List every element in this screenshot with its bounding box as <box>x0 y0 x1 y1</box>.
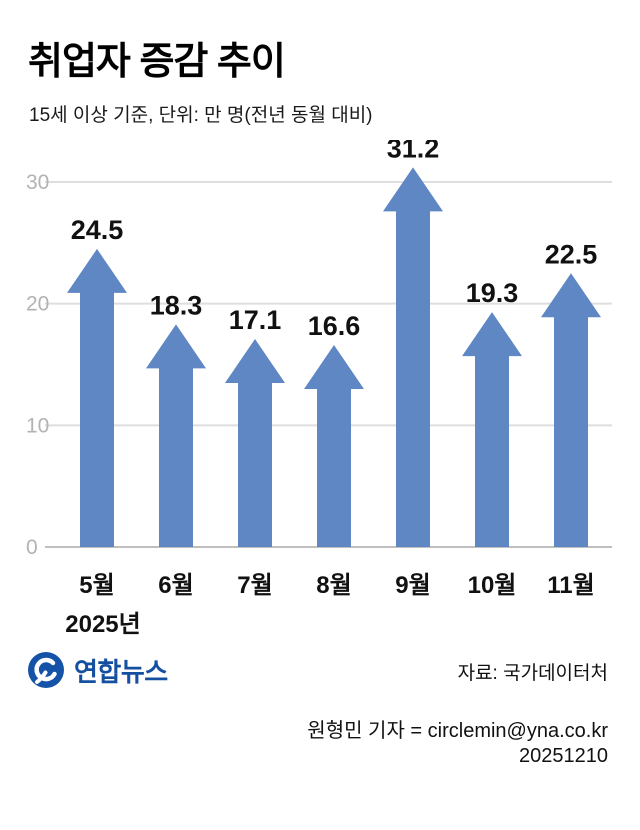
value-label: 31.2 <box>387 140 440 163</box>
value-label: 19.3 <box>466 278 519 308</box>
bar-arrow-6월 <box>146 324 206 547</box>
y-tick-label: 30 <box>26 171 49 194</box>
publish-date: 20251210 <box>519 745 608 767</box>
year-label: 2025년 <box>65 611 140 638</box>
employment-change-bar-chart: 0 10 20 30 24.5 5월 18.3 6월 17.1 7월 16.6 8월 31.2 9월 19.… <box>26 140 612 638</box>
page-title: 취업자 증감 추이 <box>28 41 286 83</box>
x-category-label: 11월 <box>547 572 594 599</box>
value-label: 24.5 <box>71 215 124 245</box>
bar-arrow-7월 <box>225 338 285 547</box>
value-label: 22.5 <box>545 239 598 269</box>
value-label: 16.6 <box>308 311 361 341</box>
y-tick-label: 10 <box>26 414 49 437</box>
bar-arrow-10월 <box>462 312 522 547</box>
x-category-label: 10월 <box>468 572 517 599</box>
yonhap-logo-text: 연합뉴스 <box>74 656 168 687</box>
bar-arrow-11월 <box>541 273 601 547</box>
x-category-label: 6월 <box>158 572 193 599</box>
value-label: 18.3 <box>150 290 203 320</box>
bar-arrow-8월 <box>304 345 364 547</box>
y-tick-label: 20 <box>26 293 49 316</box>
source-credit: 자료: 국가데이터처 <box>457 663 608 684</box>
y-tick-label: 0 <box>26 536 38 559</box>
value-label: 17.1 <box>229 305 282 335</box>
x-category-label: 8월 <box>316 572 351 599</box>
chart-subtitle: 15세 이상 기준, 단위: 만 명(전년 동월 대비) <box>29 105 373 126</box>
x-category-label: 9월 <box>395 572 430 599</box>
bar-arrow-9월 <box>383 167 443 547</box>
yonhap-brand: 연합뉴스 <box>26 650 168 690</box>
x-category-label: 5월 <box>79 572 114 599</box>
yonhap-logo-icon <box>28 652 64 688</box>
bar-arrow-5월 <box>67 248 127 547</box>
x-category-label: 7월 <box>237 572 272 599</box>
reporter-byline: 원형민 기자 = circlemin@yna.co.kr <box>307 720 608 742</box>
